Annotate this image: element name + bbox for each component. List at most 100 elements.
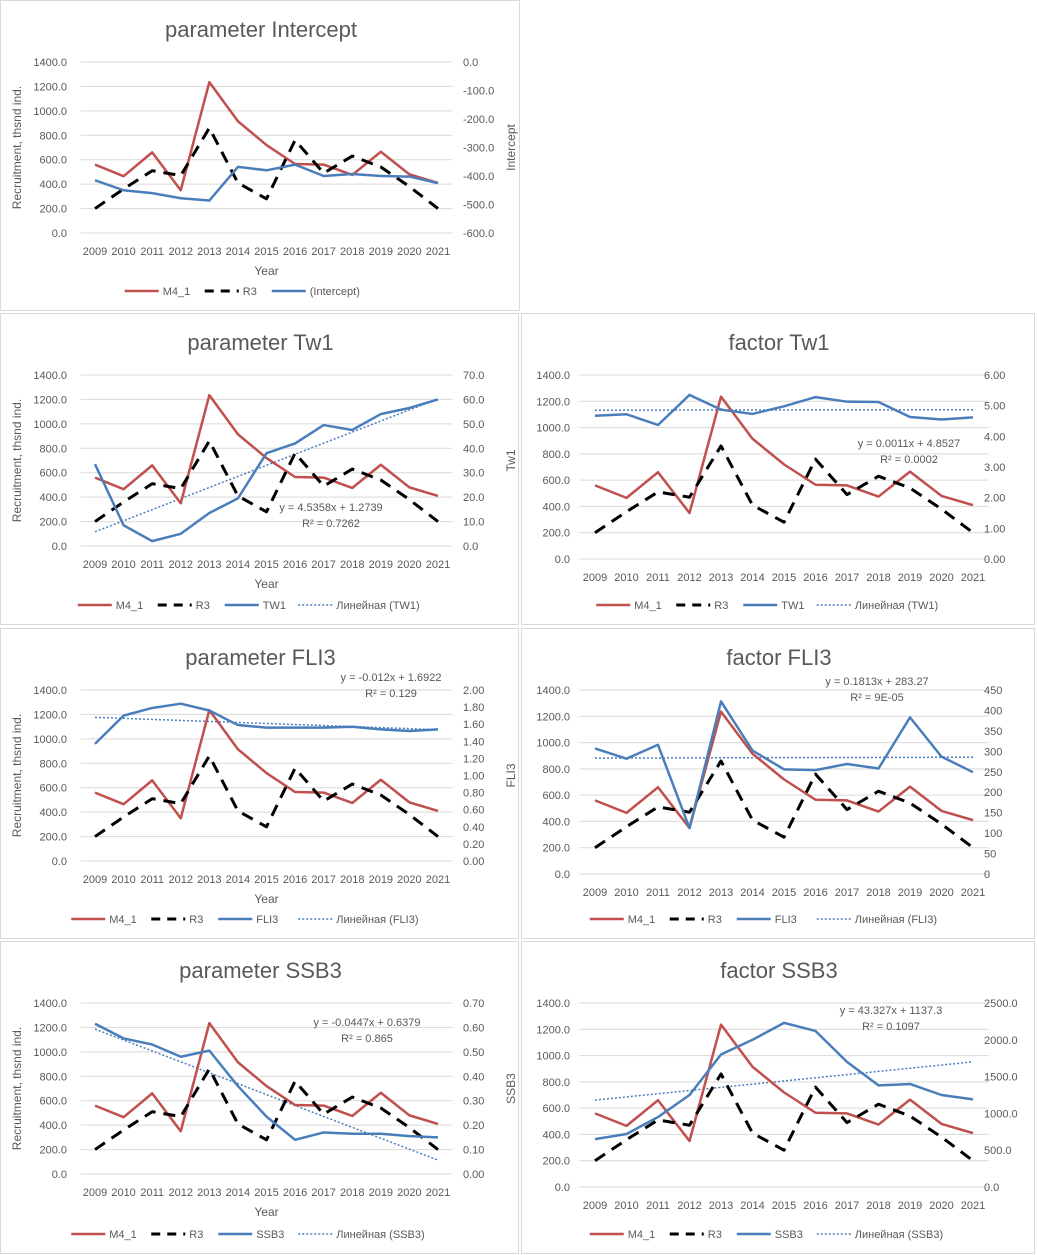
x-tick-label: 2009 (83, 1187, 107, 1199)
x-tick-label: 2015 (254, 559, 278, 571)
x-tick-label: 2017 (311, 559, 335, 571)
x-tick-label: 2014 (226, 246, 250, 258)
right-tick-label: 6.00 (984, 370, 1005, 382)
left-tick-label: 200.0 (542, 1156, 570, 1168)
x-tick-label: 2017 (311, 1187, 335, 1199)
legend-label: R3 (189, 914, 203, 926)
x-tick-label: 2015 (772, 1200, 796, 1212)
x-tick-label: 2010 (614, 887, 638, 899)
legend-item: M4_1 (589, 1229, 655, 1241)
series-line-m41 (594, 395, 974, 515)
left-tick-label: 400.0 (542, 501, 570, 513)
left-tick-label: 1400.0 (33, 685, 67, 697)
left-tick-label: 0.0 (52, 228, 67, 240)
legend-label: SSB3 (256, 1229, 284, 1241)
series-line-tw1 (93, 398, 439, 543)
legend-label: M4_1 (116, 600, 144, 612)
series-line-ssb3 (594, 1021, 974, 1141)
right-tick-label: 500.0 (984, 1145, 1012, 1157)
right-tick-label: 0.20 (463, 1120, 484, 1132)
chart-svg: factor FLI3 0.0 200.0 400.0 600.0 800.0 1000.0… (536, 645, 1002, 926)
right-tick-label: 1.60 (463, 719, 484, 731)
left-tick-label: 0.0 (555, 554, 570, 566)
x-tick-label: 2018 (866, 572, 890, 584)
x-tick-label: 2014 (740, 887, 764, 899)
x-tick-label: 2019 (898, 887, 922, 899)
right-tick-label: 5.00 (984, 401, 1005, 413)
legend-label: Линейная (FLI3) (855, 914, 937, 926)
right-tick-label: 150 (984, 808, 1002, 820)
x-tick-label: 2016 (283, 874, 307, 886)
x-tick-label: 2010 (614, 572, 638, 584)
x-tick-label: 2018 (340, 559, 364, 571)
right-tick-label: 0.10 (463, 1145, 484, 1157)
legend-label: R3 (189, 1229, 203, 1241)
left-tick-label: 400.0 (39, 807, 67, 819)
trendline (94, 398, 439, 533)
legend-item: Линейная (TW1) (816, 600, 938, 612)
x-tick-label: 2013 (197, 1187, 221, 1199)
legend-label: M4_1 (163, 286, 191, 298)
trendline-r2: R² = 0.0002 (880, 454, 938, 466)
left-tick-label: 1400.0 (536, 998, 570, 1010)
chart-title: parameter Tw1 (187, 330, 333, 355)
chart-panel: factor FLI3 0.0 200.0 400.0 600.0 800.0 1000.0… (521, 628, 1035, 939)
left-tick-label: 800.0 (542, 449, 570, 461)
x-tick-label: 2012 (169, 246, 193, 258)
left-tick-label: 1400.0 (536, 370, 570, 382)
left-tick-label: 1000.0 (33, 419, 67, 431)
x-tick-label: 2019 (898, 572, 922, 584)
series-line-m41 (94, 708, 439, 820)
x-tick-label: 2012 (169, 559, 193, 571)
legend-label: TW1 (263, 600, 286, 612)
left-tick-label: 1200.0 (536, 1024, 570, 1036)
right-tick-label: 60.0 (463, 394, 484, 406)
legend-item: SSB3 (736, 1229, 803, 1241)
x-tick-label: 2014 (226, 1187, 250, 1199)
right-tick-label: 2.00 (463, 685, 484, 697)
y-axis-title: Recruitment, thsnd ind. (10, 399, 24, 522)
x-tick-label: 2016 (803, 572, 827, 584)
right-tick-label: -500.0 (463, 200, 494, 212)
legend-label: M4_1 (634, 600, 662, 612)
x-tick-label: 2010 (111, 874, 135, 886)
chart-svg: factor Tw1 0.0 200.0 400.0 600.0 800.0 1000.0 1… (536, 330, 1005, 612)
legend-label: FLI3 (775, 914, 797, 926)
x-tick-label: 2018 (866, 1200, 890, 1212)
x-tick-label: 2019 (369, 1187, 393, 1199)
x-tick-label: 2014 (740, 1200, 764, 1212)
x-tick-label: 2011 (646, 572, 670, 584)
legend-item: M4_1 (596, 600, 662, 612)
y2-axis-title: Intercept (504, 123, 518, 170)
x-tick-label: 2011 (140, 559, 164, 571)
left-tick-label: 600.0 (39, 468, 67, 480)
legend-item: M4_1 (77, 600, 144, 612)
right-tick-label: -400.0 (463, 171, 494, 183)
trendline-r2: R² = 0.865 (341, 1033, 393, 1045)
legend-label: FLI3 (256, 914, 278, 926)
chart-svg: parameter Intercept 0.0 200.0 400.0 600.0 800… (10, 17, 518, 298)
right-tick-label: 0.60 (463, 1022, 484, 1034)
left-tick-label: 1200.0 (33, 1022, 67, 1034)
trendline-equation: y = 0.0011x + 4.8527 (858, 438, 961, 450)
x-axis-title: Year (254, 264, 278, 278)
left-tick-label: 600.0 (39, 783, 67, 795)
right-tick-label: 0.00 (463, 1169, 484, 1181)
trendline-r2: R² = 0.1097 (862, 1021, 920, 1033)
legend-label: Линейная (TW1) (336, 600, 419, 612)
x-tick-label: 2012 (169, 874, 193, 886)
left-tick-label: 400.0 (542, 816, 570, 828)
left-tick-label: 200.0 (542, 843, 570, 855)
left-tick-label: 0.0 (52, 856, 67, 868)
x-tick-label: 2013 (709, 887, 733, 899)
x-tick-label: 2016 (803, 887, 827, 899)
chart-panel: parameter Intercept 0.0 200.0 400.0 600.0 800… (0, 0, 520, 311)
series-line-m41 (594, 710, 974, 830)
series-line-intercept (94, 163, 439, 202)
x-tick-label: 2021 (426, 1187, 450, 1199)
chart-svg: parameter FLI3 0.0 200.0 400.0 600.0 800.0 100… (10, 645, 518, 926)
x-tick-label: 2020 (929, 887, 953, 899)
legend-item: M4_1 (71, 1229, 137, 1241)
trendline (594, 1061, 974, 1101)
chart-svg: parameter Tw1 0.0 200.0 400.0 600.0 800.0 1000… (10, 330, 518, 612)
